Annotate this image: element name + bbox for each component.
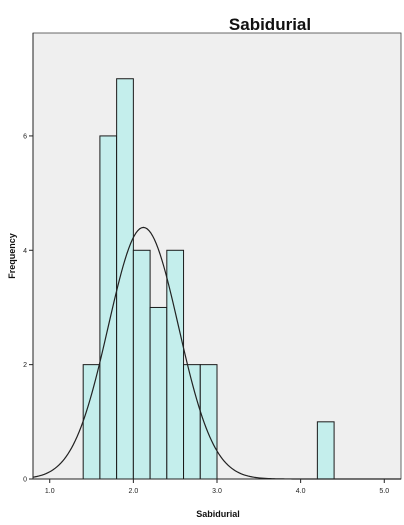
y-axis-ticks: 0 2 4 6 [23,133,33,483]
x-tick-label-1: 2.0 [128,488,138,495]
y-tick-label-1: 2 [23,362,27,369]
histogram-bar-5 [167,250,184,479]
y-tick-label-3: 6 [23,133,27,140]
x-axis-label: Sabidurial [196,509,240,519]
x-tick-label-2: 3.0 [212,488,222,495]
histogram-bar-0 [83,365,100,479]
x-axis-ticks: 1.0 2.0 3.0 4.0 5.0 [45,479,389,495]
y-tick-label-0: 0 [23,477,27,484]
histogram-bar-7 [200,365,217,479]
histogram-bar-8 [317,422,334,479]
x-tick-label-0: 1.0 [45,488,55,495]
y-tick-label-2: 4 [23,248,27,255]
histogram-bar-1 [100,136,117,479]
x-tick-label-3: 4.0 [296,488,306,495]
histogram-bar-3 [133,250,150,479]
chart-title: Sabidurial [229,15,311,34]
x-tick-label-4: 5.0 [379,488,389,495]
y-axis-label: Frequency [7,233,17,279]
histogram-bar-4 [150,307,167,479]
